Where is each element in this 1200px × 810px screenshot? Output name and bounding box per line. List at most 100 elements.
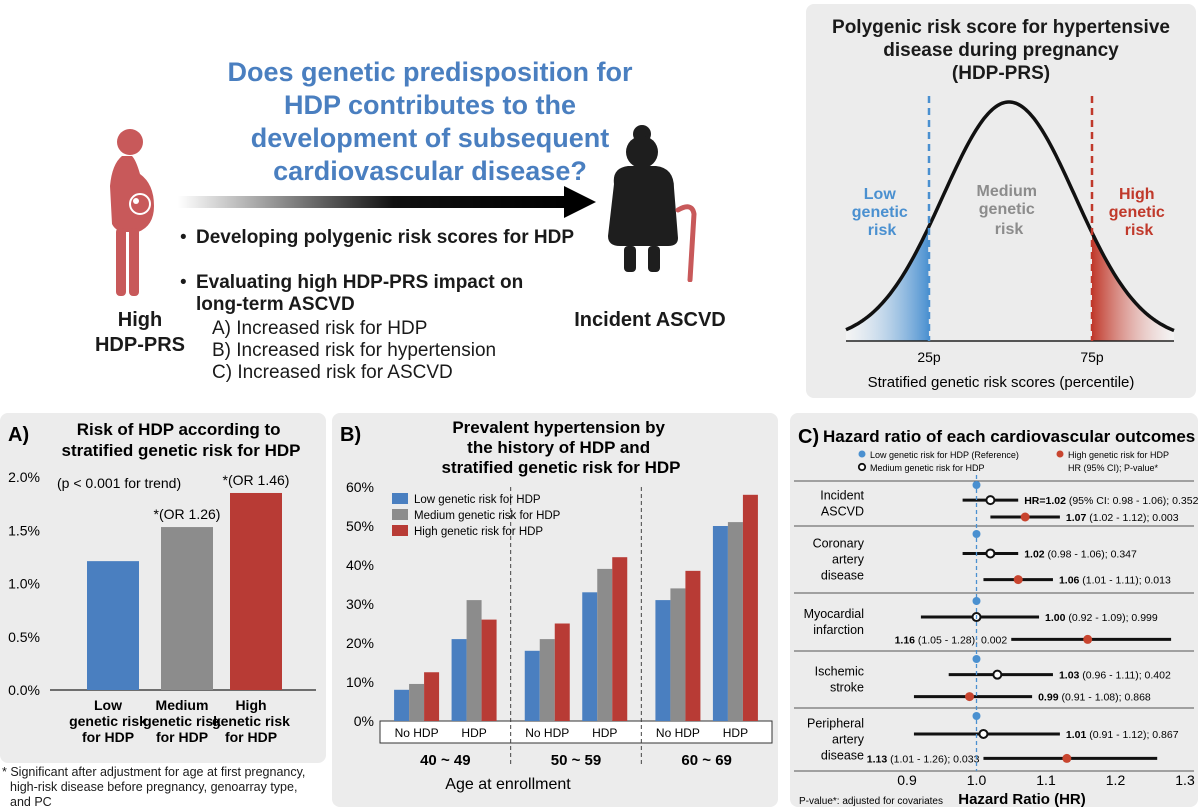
bullet-dot: • <box>180 227 187 248</box>
research-question: Does genetic predisposition for HDP cont… <box>227 57 633 186</box>
b-bar <box>524 650 540 721</box>
b-bar <box>727 522 743 721</box>
c-outcome-label: ASCVD <box>821 505 864 519</box>
c-medium-marker <box>978 728 989 739</box>
b-bar <box>554 623 570 721</box>
legend-ref-marker <box>858 450 866 458</box>
panel-b: B) Prevalent hypertension by the history… <box>332 413 778 807</box>
a-ytick-label: 0.5% <box>8 629 40 645</box>
high-risk-label: High genetic risk <box>1109 186 1169 239</box>
c-high-stat: 1.07 (1.02 - 1.12); 0.003 <box>1066 512 1179 524</box>
c-outcome-label: Coronary <box>813 537 865 551</box>
prs-panel: Polygenic risk score for hypertensive di… <box>806 4 1196 398</box>
b-legend-label: Low genetic risk for HDP <box>414 494 541 506</box>
c-xtick-label: 0.9 <box>897 772 917 788</box>
sub-item-b: B) Increased risk for hypertension <box>212 340 497 361</box>
a-bar-label: *(OR 1.26) <box>154 506 221 522</box>
tick-25p: 25p <box>917 349 941 365</box>
c-note: P-value*: adjusted for covariates <box>799 796 943 807</box>
c-xtick-label: 1.2 <box>1106 772 1126 788</box>
a-category-label: genetic risk <box>69 713 147 729</box>
legend-ref-text: Low genetic risk for HDP (Reference) <box>870 450 1019 460</box>
legend-medium-text: Medium genetic risk for HDP <box>870 463 985 473</box>
b-bar <box>655 600 671 721</box>
c-high-marker <box>965 692 975 702</box>
gradient-arrow-icon <box>178 186 596 218</box>
a-category-label: genetic risk <box>143 713 221 729</box>
panel-b-chart: B) Prevalent hypertension by the history… <box>340 418 773 793</box>
panel-c-label: C) <box>798 426 819 448</box>
a-trend-annotation: (p < 0.001 for trend) <box>57 475 181 491</box>
b-bar <box>597 568 613 721</box>
b-bar <box>424 672 440 721</box>
b-category-strip <box>379 720 773 744</box>
b-bar <box>394 689 410 721</box>
c-medium-stat: 1.01 (0.91 - 1.12); 0.867 <box>1066 729 1179 741</box>
b-bar <box>670 588 686 721</box>
low-tail-fill <box>846 228 929 341</box>
a-category-label: for HDP <box>225 729 277 745</box>
right-figure-label: Incident ASCVD <box>574 309 726 331</box>
c-medium-stat: 1.00 (0.92 - 1.09); 0.999 <box>1045 612 1158 624</box>
b-category-label: No HDP <box>656 726 700 740</box>
b-legend-label: High genetic risk for HDP <box>414 526 543 538</box>
b-bar <box>539 639 555 721</box>
b-legend-swatch <box>392 509 408 520</box>
c-high-marker <box>1013 575 1023 585</box>
c-medium-stat: 1.03 (0.96 - 1.11); 0.402 <box>1059 670 1171 682</box>
b-ytick-label: 50% <box>346 518 374 534</box>
c-outcome-label: stroke <box>830 681 864 695</box>
b-category-label: No HDP <box>395 726 439 740</box>
c-medium-marker <box>992 669 1003 680</box>
c-outcome-label: disease <box>821 749 864 763</box>
b-group-label: 40 ~ 49 <box>420 752 470 769</box>
panel-a-label: A) <box>8 424 29 446</box>
b-xlabel: Age at enrollment <box>445 776 571 793</box>
panel-c-chart: C) Hazard ratio of each cardiovascular o… <box>794 426 1198 807</box>
b-bar <box>712 526 728 721</box>
b-ytick-label: 0% <box>354 713 374 729</box>
b-ytick-label: 60% <box>346 479 374 495</box>
tick-75p: 75p <box>1080 349 1104 365</box>
panel-b-label: B) <box>340 424 361 446</box>
a-category-label: for HDP <box>82 729 134 745</box>
legend-high-marker <box>1056 450 1064 458</box>
c-outcome-label: Peripheral <box>807 717 864 731</box>
c-medium-marker <box>985 548 996 559</box>
c-high-marker <box>1083 634 1093 644</box>
panel-b-title: Prevalent hypertension by the history of… <box>441 418 680 477</box>
a-category-label: Low <box>94 697 122 713</box>
b-category-label: HDP <box>592 726 617 740</box>
bullet-dot: • <box>180 272 187 293</box>
legend-high-text: High genetic risk for HDP <box>1068 450 1169 460</box>
b-legend-swatch <box>392 525 408 536</box>
bell-curve <box>845 100 1175 333</box>
b-bar <box>451 639 467 721</box>
b-ytick-label: 30% <box>346 596 374 612</box>
b-bar <box>612 557 628 721</box>
a-ytick-label: 1.0% <box>8 576 40 592</box>
legend-high-note: HR (95% CI); P-value* <box>1068 463 1159 473</box>
left-figure-label: High HDP-PRS <box>94 309 185 356</box>
c-outcome-label: Incident <box>820 489 864 503</box>
b-bar <box>742 494 758 721</box>
prs-xlabel: Stratified genetic risk scores (percenti… <box>868 374 1135 391</box>
b-bar <box>466 600 482 721</box>
c-high-marker <box>1062 753 1072 763</box>
c-medium-stat: 1.02 (0.98 - 1.06); 0.347 <box>1024 548 1137 560</box>
prs-title: Polygenic risk score for hypertensive di… <box>832 17 1170 84</box>
c-outcome-label: artery <box>832 553 865 567</box>
c-medium-marker <box>985 495 996 506</box>
pregnant-woman-icon <box>110 129 154 296</box>
c-xtick-label: 1.0 <box>967 772 987 788</box>
legend-medium-marker <box>857 462 867 472</box>
sub-item-a: A) Increased risk for HDP <box>212 318 428 339</box>
c-high-marker <box>1020 512 1030 522</box>
b-ytick-label: 10% <box>346 674 374 690</box>
a-bar <box>87 561 139 690</box>
bullet-2: • Evaluating high HDP-PRS impact on long-… <box>180 272 524 315</box>
c-outcome-label: Ischemic <box>815 665 864 679</box>
a-ytick-label: 1.5% <box>8 522 40 538</box>
a-category-label: genetic risk <box>212 713 290 729</box>
b-category-label: HDP <box>461 726 486 740</box>
